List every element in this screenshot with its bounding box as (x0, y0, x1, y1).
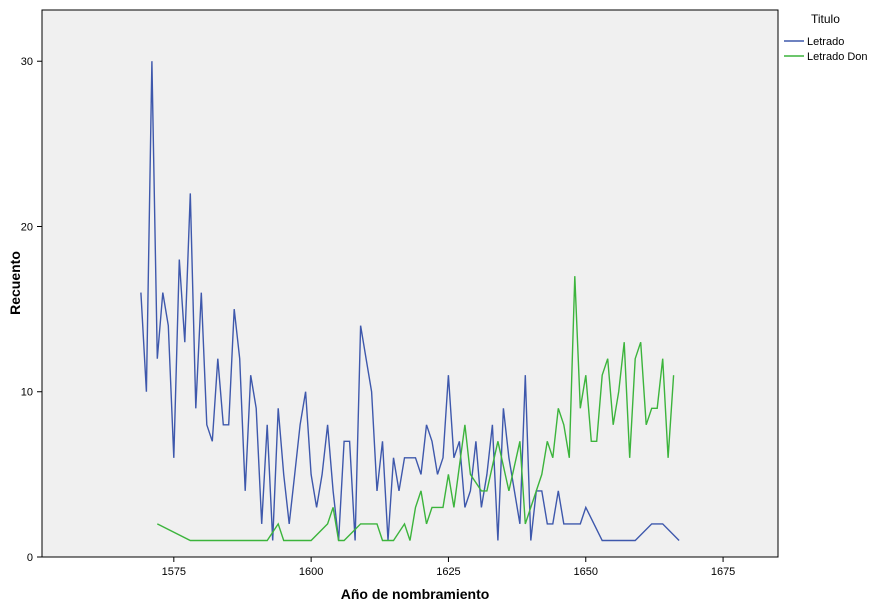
series-line-1 (140, 61, 680, 542)
y-tick-label: 10 (21, 387, 33, 399)
y-axis-title: Recuento (7, 251, 23, 315)
series-line-2 (156, 276, 675, 542)
x-tick-label: 1575 (162, 566, 186, 578)
x-tick-label: 1625 (436, 566, 460, 578)
y-tick-label: 30 (21, 56, 33, 68)
legend: Titulo Letrado Letrado Don (784, 12, 868, 63)
y-tick-label: 20 (21, 221, 33, 233)
x-axis-title: Año de nombramiento (341, 586, 490, 602)
y-axis: 0 10 20 30 (21, 56, 42, 564)
x-tick-label: 1675 (711, 566, 735, 578)
y-tick-label: 0 (27, 552, 33, 564)
x-tick-label: 1600 (299, 566, 323, 578)
series-layer (140, 61, 680, 542)
plot-area (42, 10, 778, 557)
legend-label: Letrado Don (807, 51, 868, 63)
legend-label: Letrado (807, 36, 844, 48)
x-tick-label: 1650 (574, 566, 598, 578)
legend-title: Titulo (811, 12, 840, 26)
plot-frame (41, 9, 779, 558)
x-axis: 1575 1600 1625 1650 1675 (162, 557, 735, 578)
